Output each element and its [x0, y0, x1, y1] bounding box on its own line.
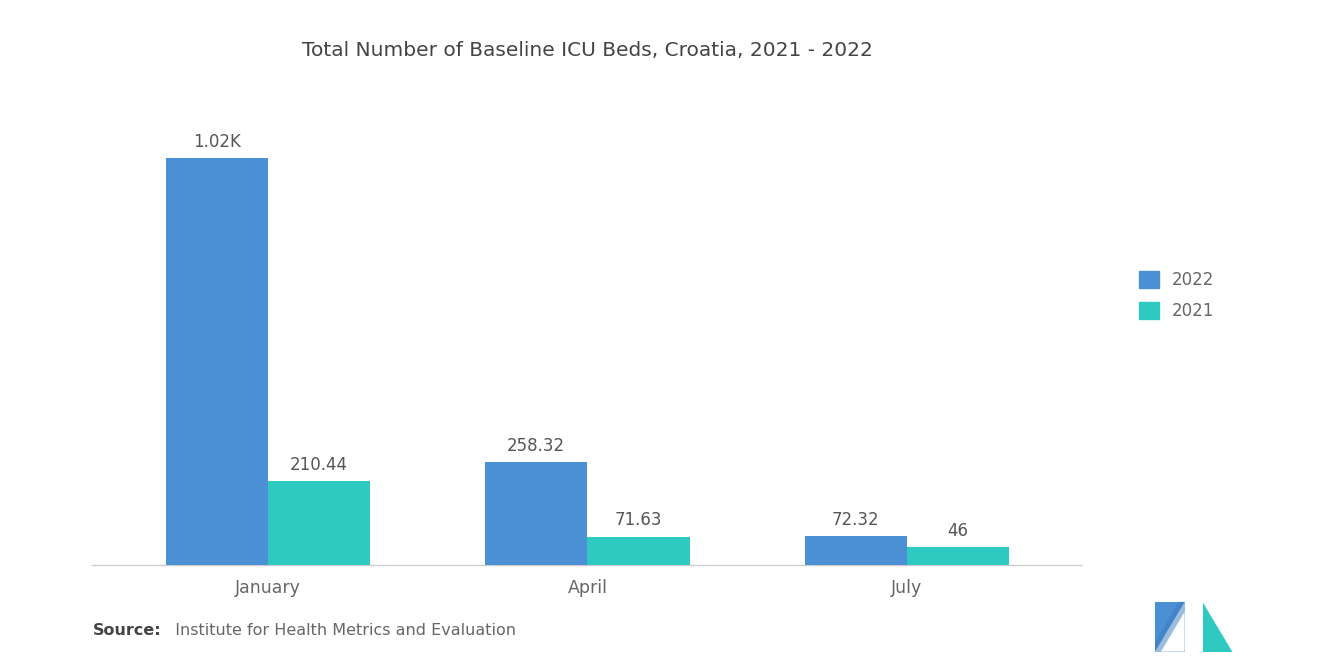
- Bar: [166, 158, 268, 565]
- Text: 1.02K: 1.02K: [193, 133, 240, 151]
- Bar: [907, 547, 1008, 565]
- Text: Institute for Health Metrics and Evaluation: Institute for Health Metrics and Evaluat…: [165, 623, 516, 638]
- Bar: [805, 537, 907, 565]
- Polygon shape: [1203, 602, 1233, 652]
- Bar: [268, 481, 370, 565]
- Polygon shape: [1203, 602, 1233, 652]
- Text: 71.63: 71.63: [615, 511, 663, 529]
- Text: 46: 46: [948, 522, 969, 540]
- Text: 210.44: 210.44: [290, 456, 348, 474]
- Legend: 2022, 2021: 2022, 2021: [1130, 263, 1222, 329]
- Bar: [587, 537, 689, 565]
- Title: Total Number of Baseline ICU Beds, Croatia, 2021 - 2022: Total Number of Baseline ICU Beds, Croat…: [302, 41, 873, 60]
- Polygon shape: [1155, 602, 1185, 652]
- Polygon shape: [1155, 602, 1185, 652]
- Polygon shape: [1155, 602, 1185, 652]
- Text: Source:: Source:: [92, 623, 161, 638]
- Text: 72.32: 72.32: [832, 511, 879, 529]
- Bar: [486, 462, 587, 565]
- Text: 258.32: 258.32: [507, 437, 565, 455]
